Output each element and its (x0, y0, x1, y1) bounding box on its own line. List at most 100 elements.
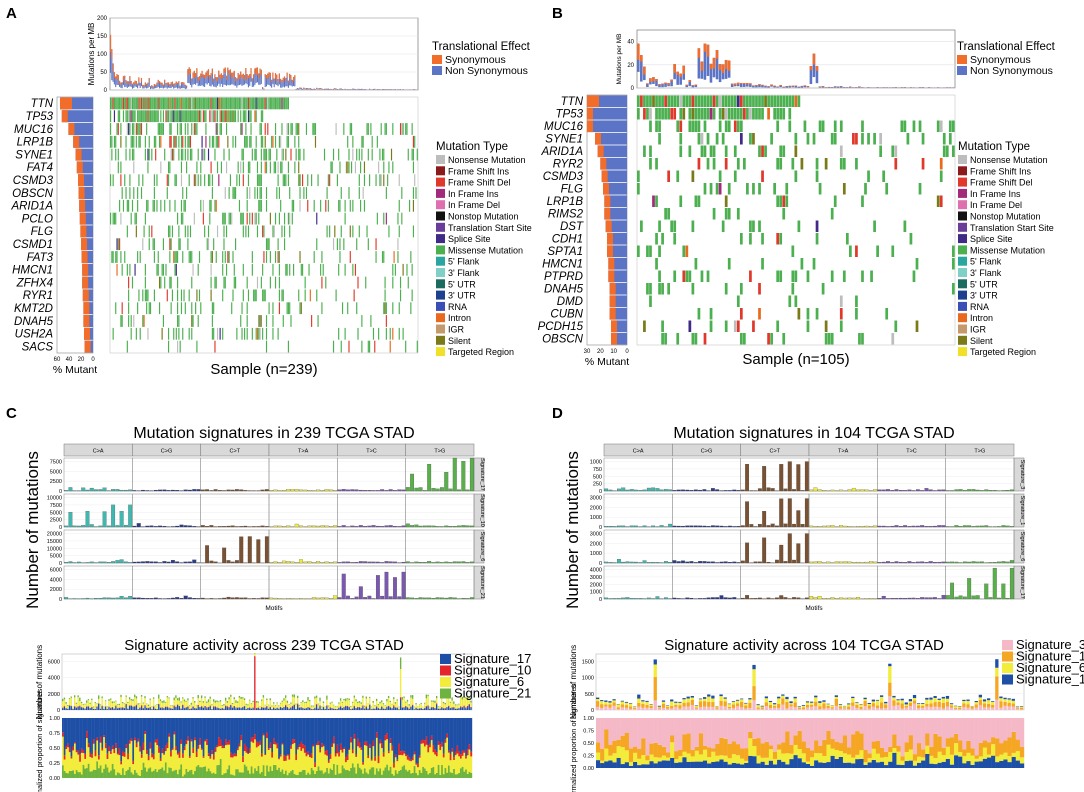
mutation-cell (258, 199, 260, 212)
mutation-cell (180, 97, 183, 110)
mutation-cell (142, 289, 144, 302)
signature-bar (431, 488, 436, 492)
activity-bar (312, 705, 314, 707)
proportion-bar (391, 773, 394, 778)
activity-bar (142, 702, 144, 704)
tmb-bar-nonsyn (348, 89, 350, 90)
mutation-cell (260, 161, 262, 174)
mutation-cell (144, 276, 146, 289)
activity-bar (226, 702, 229, 707)
tmb-bar-nonsyn (827, 86, 831, 88)
tmb-bar-nonsyn (283, 76, 286, 88)
proportion-bar (260, 756, 263, 772)
proportion-bar (372, 746, 375, 768)
signature-row-tick: 1000 (590, 551, 602, 557)
tmb-bar-syn (222, 75, 224, 79)
mutation-cell (253, 289, 255, 302)
mutation-cell (416, 148, 418, 161)
tmb-bar-nonsyn (739, 82, 743, 88)
pct-mutant-label: % Mutant (585, 356, 629, 368)
activity-bar (423, 703, 426, 709)
mutation-cell (241, 212, 243, 225)
mutation-cell (167, 327, 170, 340)
activity-bar (372, 702, 374, 709)
proportion-bar (187, 736, 190, 741)
activity-bar (214, 702, 217, 707)
pct-mutant-bar-cdh1 (607, 232, 627, 245)
signature-bar (984, 489, 989, 492)
proportion-bar (147, 755, 150, 761)
proportion-bar (163, 753, 166, 755)
mutation-cell (216, 123, 219, 135)
activity-bar (374, 704, 376, 706)
tmb-bar-syn (280, 78, 282, 82)
proportion-bar (362, 764, 365, 774)
mutation-type-label: 5' Flank (448, 257, 480, 267)
mutation-cell (128, 123, 130, 135)
mutation-cell (216, 225, 219, 238)
mutation-cell (211, 187, 213, 199)
activity-bar (293, 704, 295, 710)
proportion-bar (326, 718, 329, 751)
activity-bar (84, 703, 86, 705)
signature-bar (621, 487, 626, 492)
signature-row-tick: 10000 (47, 546, 62, 552)
proportion-bar (257, 742, 260, 747)
tmb-bar-nonsyn (360, 89, 362, 90)
pct-mutant-bar-syn (83, 302, 90, 315)
mutation-cell (205, 135, 207, 148)
tmb-bar-syn (192, 72, 194, 79)
proportion-bar (247, 718, 250, 754)
mutation-cell (137, 110, 139, 123)
mutation-cell (195, 110, 197, 123)
activity-bar (302, 702, 304, 708)
proportion-bar (173, 770, 176, 778)
mutation-cell (193, 212, 195, 225)
tmb-bar-nonsyn (222, 75, 224, 88)
mutation-cell (352, 199, 354, 212)
activity-bar (67, 706, 69, 709)
mutation-cell (274, 251, 277, 263)
activity-bar (333, 704, 335, 706)
tmb-bar-syn (260, 69, 262, 76)
tmb-bar-nonsyn (191, 78, 193, 88)
activity-bar (235, 702, 237, 708)
mutation-cell (153, 238, 155, 251)
tmb-bar-nonsyn (140, 77, 143, 87)
activity-bar (170, 705, 172, 706)
pct-mutant-bar-syn (84, 340, 91, 353)
tmb-bar-nonsyn (110, 34, 112, 73)
proportion-bar (171, 771, 174, 778)
mutation-cell (389, 340, 391, 353)
proportion-bar (310, 718, 313, 754)
proportion-bar (333, 763, 335, 778)
mutation-cell (278, 212, 280, 225)
mutation-cell (180, 148, 183, 161)
signature-bar (877, 489, 882, 492)
pct-mutant-bar-syn (609, 307, 616, 320)
mutation-cell (736, 95, 740, 107)
mutation-cell (178, 327, 180, 340)
proportion-bar (235, 756, 238, 770)
activity-bar (74, 706, 76, 707)
mutation-cell (649, 295, 652, 307)
tmb-bar-nonsyn (685, 84, 689, 88)
gene-label-ttn: TTN (31, 98, 54, 110)
tmb-bar-nonsyn (724, 59, 728, 79)
tmb-bar-syn (706, 44, 710, 57)
proportion-bar (127, 753, 130, 760)
proportion-bar (271, 770, 274, 778)
mutation-cell (276, 97, 278, 110)
activity-bar (291, 696, 294, 706)
signature-bar (346, 489, 350, 492)
proportion-bar (199, 738, 202, 745)
proportion-bar (341, 752, 344, 766)
activity-bar (326, 706, 328, 710)
proportion-bar (240, 718, 243, 736)
signature-bar (324, 525, 329, 528)
mutation-cell (220, 161, 222, 174)
mutation-cell (381, 251, 384, 263)
proportion-bar (300, 741, 303, 751)
tmb-bar-nonsyn (237, 73, 239, 86)
signature-bar (668, 489, 673, 492)
